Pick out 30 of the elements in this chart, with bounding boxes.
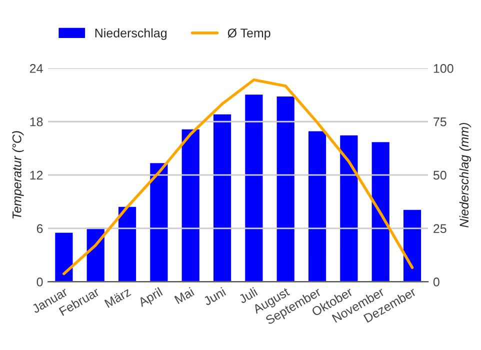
x-tick-label: April — [137, 287, 164, 310]
y-tick-label: 24 — [30, 64, 43, 73]
bar — [402, 208, 422, 282]
legend-label: Niederschlag — [95, 28, 166, 40]
y-axis-title: Temperatur (°C) — [12, 131, 24, 219]
y-tick-label: 18 — [30, 117, 43, 126]
bar — [370, 140, 391, 282]
line-series — [62, 78, 414, 276]
y2-axis-title: Niederschlag (mm) — [459, 122, 472, 228]
bar — [338, 134, 360, 282]
bar — [117, 205, 138, 282]
bar — [148, 162, 170, 282]
x-tick-label: Mai — [174, 287, 194, 304]
y-tick-label: 6 — [36, 224, 43, 234]
bar — [180, 128, 201, 282]
legend-label: Ø Temp — [228, 28, 270, 40]
bar — [244, 93, 264, 282]
x-tick-label: Juni — [202, 287, 226, 306]
bar — [212, 113, 232, 282]
y2-tick-label: 100 — [434, 64, 454, 73]
y2-tick-label: 0 — [433, 278, 440, 286]
y2-tick-label: 75 — [434, 118, 446, 126]
y-tick-label: 0 — [36, 278, 43, 286]
bar — [54, 231, 74, 282]
bar — [275, 95, 296, 282]
y2-tick-label: 50 — [433, 170, 446, 180]
bar — [307, 130, 328, 282]
x-tick-label: März — [104, 287, 132, 308]
y-tick-label: 12 — [30, 170, 43, 180]
y2-tick-label: 25 — [434, 224, 446, 234]
